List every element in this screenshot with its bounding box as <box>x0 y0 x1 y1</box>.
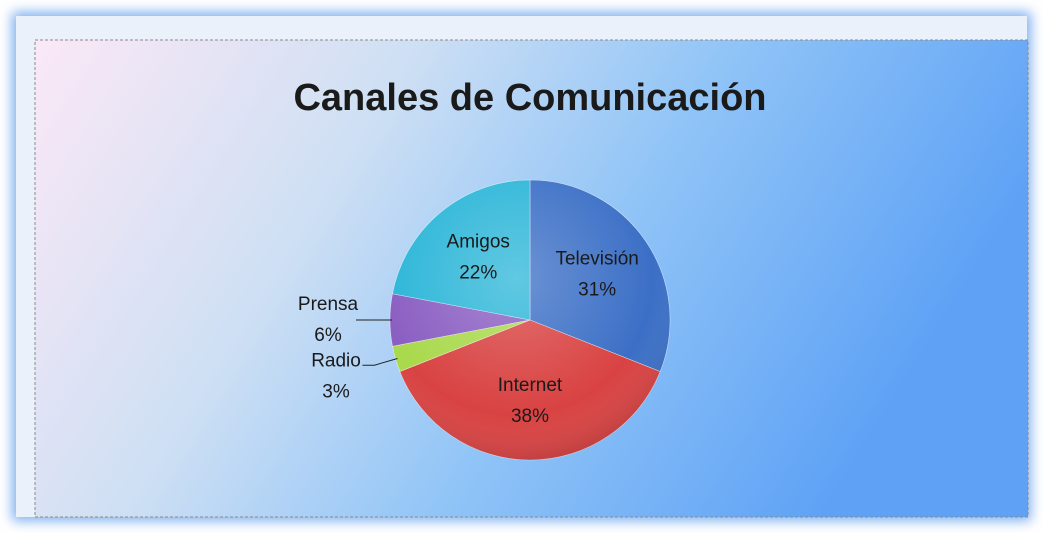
data-label-value: 3% <box>322 381 350 402</box>
leader-line <box>362 358 398 366</box>
chart-title: Canales de Comunicación <box>293 77 766 119</box>
data-label-category: Televisión <box>555 248 638 269</box>
data-label-value: 6% <box>314 325 342 346</box>
data-label-category: Prensa <box>298 294 359 315</box>
data-label-category: Amigos <box>447 231 510 252</box>
data-label-category: Radio <box>311 350 361 371</box>
data-label-category: Internet <box>498 375 563 396</box>
data-label-value: 38% <box>511 406 549 427</box>
data-label-value: 22% <box>459 262 497 283</box>
data-label-value: 31% <box>578 279 616 300</box>
